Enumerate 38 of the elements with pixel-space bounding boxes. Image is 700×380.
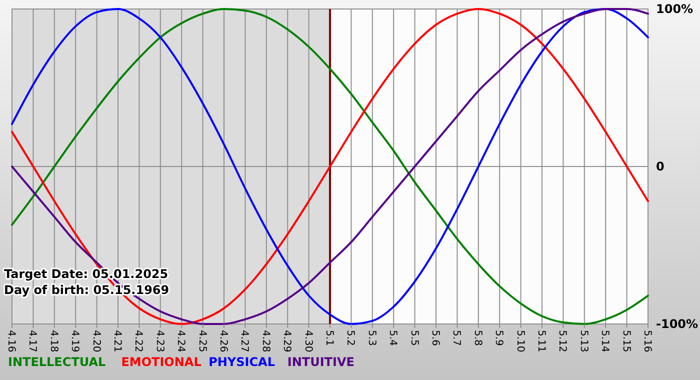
x-tick-label: 5.1 (324, 330, 334, 346)
x-tick-label: 4.22 (132, 330, 144, 352)
x-tick-label: 4.20 (90, 330, 102, 352)
x-tick-label: 4.28 (260, 330, 271, 352)
x-tick-label: 4.18 (48, 330, 59, 352)
x-tick-label: 5.4 (387, 330, 398, 346)
x-tick-label: 5.7 (450, 330, 462, 346)
text: INTELLECTUAL (8, 355, 106, 369)
x-tick-label: 4.29 (281, 330, 292, 352)
x-tick-label: 4.21 (112, 330, 122, 352)
y-tick-label: 100% (656, 2, 694, 16)
x-tick-label: 4.17 (26, 330, 38, 352)
x-tick-label: 5.14 (599, 330, 610, 352)
x-tick-label: 4.26 (218, 330, 228, 352)
x-tick-label: 5.16 (642, 330, 652, 352)
x-tick-label: 5.3 (366, 330, 377, 346)
x-tick-label: 4.19 (69, 330, 80, 352)
y-tick-label: 0 (656, 160, 664, 174)
x-tick-label: 5.13 (578, 330, 589, 352)
x-tick-label: 5.11 (536, 330, 546, 352)
x-tick-label: 4.16 (6, 330, 16, 352)
y-tick-label: -100% (656, 317, 698, 332)
x-tick-label: 5.10 (514, 330, 526, 352)
x-tick-label: 4.30 (302, 330, 314, 352)
x-tick-label: 5.9 (493, 330, 504, 346)
text: PHYSICAL (208, 355, 276, 369)
x-tick-label: 5.2 (344, 330, 356, 346)
x-tick-label: 5.15 (620, 330, 632, 352)
text: INTUITIVE (287, 355, 354, 369)
x-tick-label: 4.24 (175, 330, 186, 352)
x-tick-label: 4.25 (196, 330, 208, 352)
x-tick-label: 4.27 (238, 330, 250, 352)
x-tick-label: 5.5 (408, 330, 420, 346)
x-tick-label: 4.23 (154, 330, 165, 352)
text: EMOTIONAL (121, 355, 202, 369)
x-tick-label: 5.8 (472, 330, 483, 346)
x-tick-label: 5.6 (430, 330, 440, 346)
x-tick-label: 5.12 (556, 330, 568, 352)
